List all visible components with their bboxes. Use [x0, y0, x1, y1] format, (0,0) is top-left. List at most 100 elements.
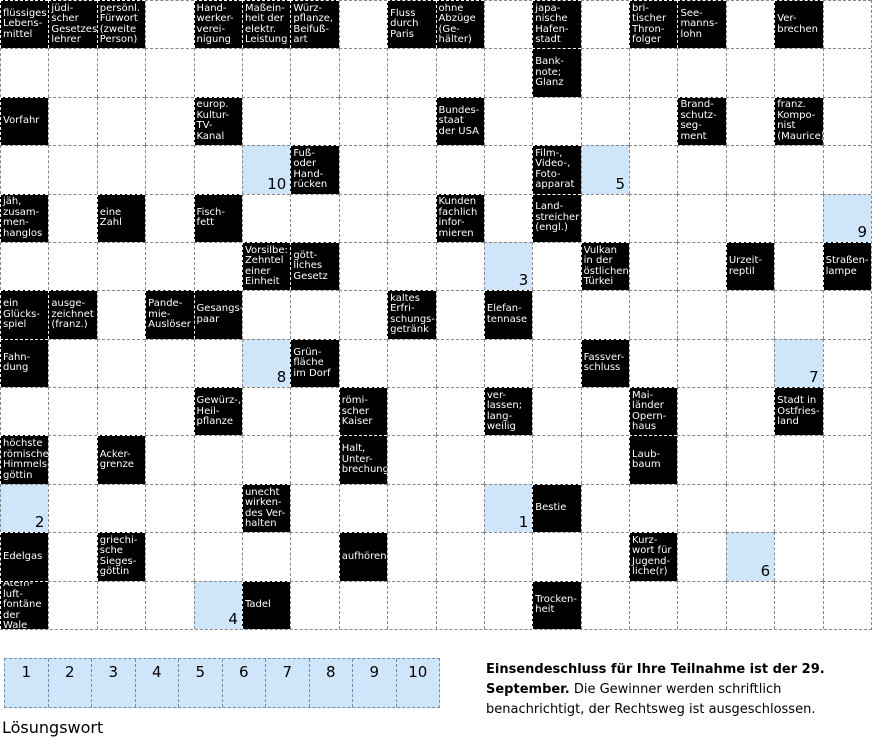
answer-cell [580, 96, 630, 146]
answer-cell [677, 145, 726, 194]
solution-box: 4 [134, 659, 179, 707]
solution-box: 5 [178, 659, 222, 707]
answer-cell [435, 241, 484, 291]
answer-cell [48, 532, 97, 581]
answer-cell [290, 483, 339, 533]
answer-cell [483, 532, 533, 581]
clue-cell: aufhören [338, 532, 388, 581]
answer-cell [96, 290, 146, 339]
answer-cell [483, 48, 533, 97]
answer-cell [580, 435, 630, 484]
clue-cell: Fassver- schluss [580, 338, 630, 388]
answer-cell [435, 290, 484, 339]
solution-cell: 6 [725, 532, 775, 581]
answer-cell [629, 193, 678, 242]
answer-cell [0, 145, 49, 194]
clue-cell: Vorsilbe: Zehntel einer Einheit [241, 241, 291, 291]
answer-cell [580, 532, 630, 581]
answer-cell [338, 580, 388, 629]
answer-cell [387, 435, 436, 484]
clue-cell: kaltes Erfri- schungs- getränk [387, 290, 436, 339]
answer-cell [290, 290, 339, 339]
solution-cell: 8 [241, 338, 291, 388]
answer-cell [822, 290, 871, 339]
answer-cell [677, 532, 726, 581]
solution-number: 9 [857, 222, 867, 241]
clue-cell: Fisch- fett [193, 193, 242, 242]
answer-cell [48, 387, 97, 436]
answer-cell [532, 532, 581, 581]
clue-cell: Acker- grenze [96, 435, 146, 484]
answer-cell [532, 435, 581, 484]
answer-cell [774, 435, 823, 484]
answer-cell [677, 193, 726, 242]
answer-cell [193, 338, 242, 388]
answer-cell [96, 48, 146, 97]
answer-cell [96, 580, 146, 629]
clue-cell: Edelgas [0, 532, 49, 581]
answer-cell [241, 193, 291, 242]
solution-number: 8 [276, 368, 287, 387]
answer-cell [725, 0, 775, 49]
clue-cell: Gewürz-, Heil- pflanze [193, 387, 242, 436]
answer-cell [725, 435, 775, 484]
answer-cell [145, 338, 194, 388]
solution-number: 7 [809, 368, 819, 387]
answer-cell [580, 193, 630, 242]
clue-cell: Mai- länder Opern- haus [629, 387, 678, 436]
clue-cell: Tadel [241, 580, 291, 629]
solution-boxes: 1 2 3 4 5 6 7 8 9 10 [4, 658, 440, 708]
answer-cell [822, 532, 871, 581]
clue-cell: flüssiges Lebens- mittel [0, 0, 49, 49]
answer-cell [822, 48, 871, 97]
solution-cell: 3 [483, 241, 533, 291]
answer-cell [338, 338, 388, 388]
answer-cell [483, 96, 533, 146]
clue-cell: eine Zahl [96, 193, 146, 242]
solution-label: Lösungswort [2, 718, 104, 737]
answer-cell [580, 48, 630, 97]
answer-cell [241, 48, 291, 97]
clue-cell: höchste römische Himmels- göttin [0, 435, 49, 484]
solution-cell: 2 [0, 483, 49, 533]
answer-cell [0, 241, 49, 291]
answer-cell [387, 145, 436, 194]
answer-cell [774, 290, 823, 339]
solution-cell: 4 [193, 580, 242, 629]
answer-cell [290, 580, 339, 629]
answer-cell [774, 145, 823, 194]
answer-cell [822, 580, 871, 629]
clue-cell: Brand- schutz- seg- ment [677, 96, 726, 146]
answer-cell [145, 532, 194, 581]
clue-cell: Bundes- staat der USA [435, 96, 484, 146]
answer-cell [580, 290, 630, 339]
solution-number: 2 [34, 513, 45, 532]
answer-cell [193, 241, 242, 291]
clue-cell: See- manns- lohn [677, 0, 726, 49]
answer-cell [241, 290, 291, 339]
solution-cell: 10 [241, 145, 291, 194]
answer-cell [48, 48, 97, 97]
clue-cell: Kunden fachlich infor- mieren [435, 193, 484, 242]
answer-cell [145, 387, 194, 436]
answer-cell [483, 145, 533, 194]
answer-cell [290, 532, 339, 581]
answer-cell [532, 387, 581, 436]
clue-cell: Land- streicher (engl.) [532, 193, 581, 242]
answer-cell [822, 0, 871, 49]
clue-cell: Stadt in Ostfries- land [774, 387, 823, 436]
clue-cell: Fahn- dung [0, 338, 49, 388]
solution-number: 4 [228, 610, 238, 628]
answer-cell [435, 338, 484, 388]
answer-cell [774, 193, 823, 242]
clue-cell: Pande- mie- Auslöser [145, 290, 194, 339]
answer-cell [580, 483, 630, 533]
answer-cell [145, 580, 194, 629]
answer-cell [96, 483, 146, 533]
answer-cell [145, 435, 194, 484]
answer-cell [48, 193, 97, 242]
answer-cell [629, 241, 678, 291]
answer-cell [725, 145, 775, 194]
clue-cell: Elefan- tennase [483, 290, 533, 339]
